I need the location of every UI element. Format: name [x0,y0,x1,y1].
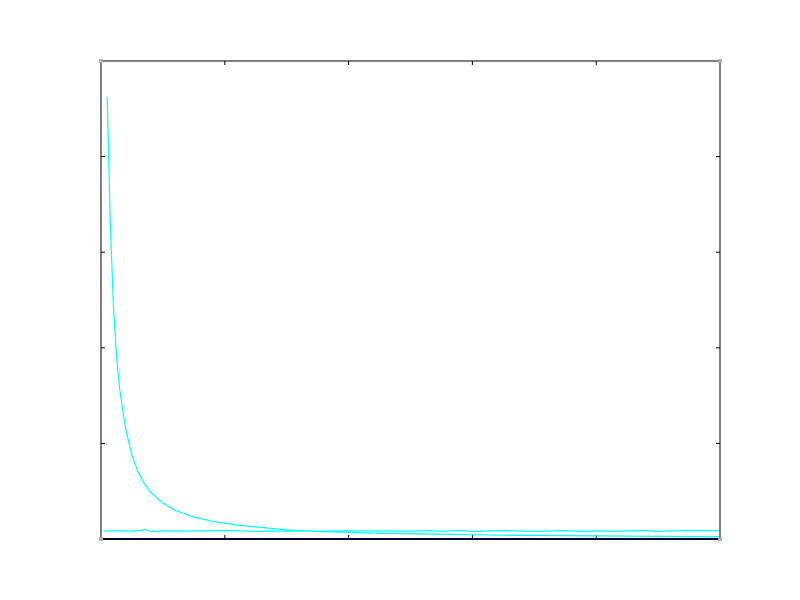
plot-frame [99,59,722,541]
plot-background [101,61,720,539]
series-line-1 [106,96,721,538]
corner-marker [718,537,722,541]
axes-frame [100,60,721,540]
series-line-2 [104,528,721,533]
corner-marker [99,537,103,541]
corner-marker [99,59,103,63]
plot-area [101,61,720,539]
corner-marker [718,59,722,63]
